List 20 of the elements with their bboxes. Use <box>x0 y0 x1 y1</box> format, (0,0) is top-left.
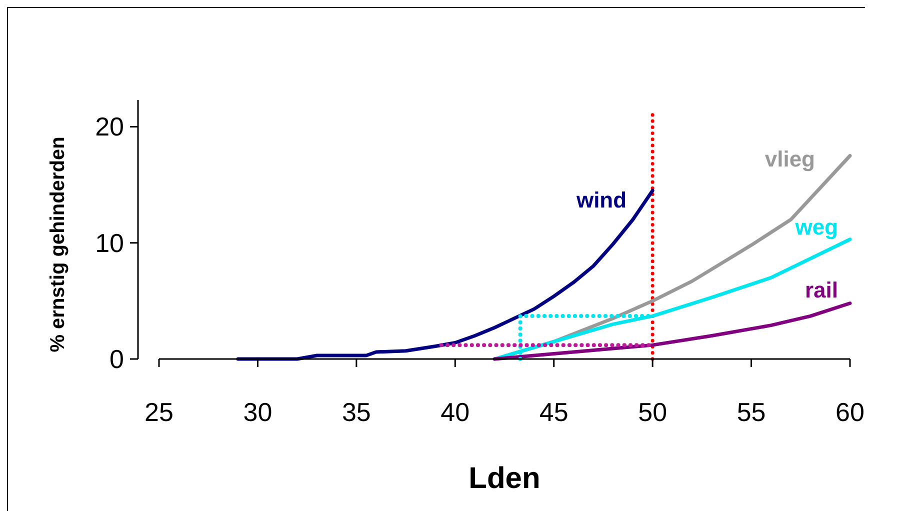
x-tick-label: 40 <box>440 397 470 427</box>
series-label: vlieg <box>764 146 815 172</box>
series-label: weg <box>794 214 838 240</box>
line-series <box>492 302 852 361</box>
y-tick-label: 20 <box>95 112 124 142</box>
series-label: rail <box>804 277 838 302</box>
series-label: wind <box>575 188 627 213</box>
x-tick-label: 50 <box>638 397 668 427</box>
y-axis-title: % ernstig gehinderden <box>47 136 69 352</box>
x-tick-label: 35 <box>342 397 371 427</box>
x-tick-label: 25 <box>144 397 174 427</box>
y-tick-label: 0 <box>110 344 124 374</box>
line-series <box>492 238 852 361</box>
y-tick-label: 10 <box>95 228 124 258</box>
x-axis-title: Lden <box>468 462 540 495</box>
x-tick-label: 30 <box>243 397 272 427</box>
x-tick-label: 55 <box>736 397 766 427</box>
line-series <box>236 188 654 361</box>
x-tick-label: 60 <box>836 397 864 427</box>
x-tick-label: 45 <box>539 397 568 427</box>
